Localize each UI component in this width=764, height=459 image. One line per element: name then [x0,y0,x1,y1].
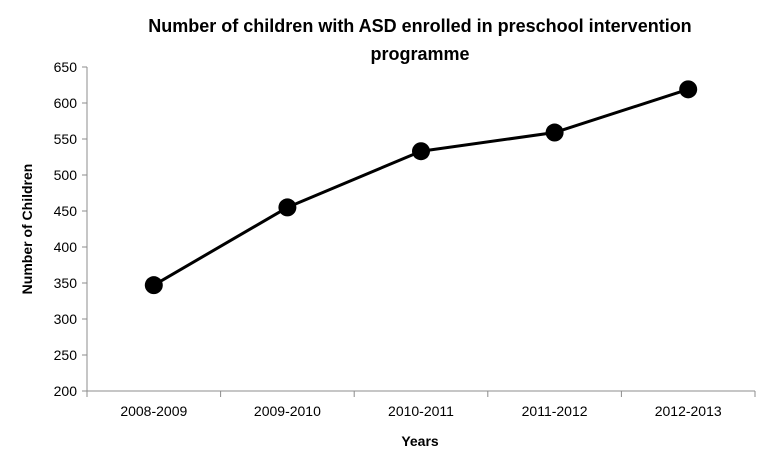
data-point-marker [545,123,564,142]
data-point-marker [679,80,698,99]
x-axis: 2008-2009 2009-2010 2010-2011 2011-2012 2012… [86,390,756,419]
y-tick-label: 650 [54,59,78,75]
y-axis: 200 250 300 350 400 450 500 550 600 650 [54,59,88,399]
x-tick-label: 2009-2010 [254,403,321,419]
x-tick-label: 2010-2011 [388,403,454,419]
series-line [153,87,689,287]
x-axis-label: Years [401,433,439,449]
y-tick-label: 300 [54,311,78,327]
y-tick-label: 250 [54,347,78,363]
y-tick-label: 500 [54,167,78,183]
x-tick-label: 2011-2012 [522,403,588,419]
y-tick-label: 350 [54,275,78,291]
x-tick-label: 2012-2013 [655,403,722,419]
y-tick-label: 600 [54,95,78,111]
y-tick-label: 450 [54,203,78,219]
y-tick-label: 200 [54,383,78,399]
series-group [144,80,698,295]
data-point-marker [278,198,297,217]
y-tick-label: 550 [54,131,78,147]
y-tick-label: 400 [54,239,78,255]
data-point-marker [144,276,163,295]
y-axis-label: Number of Children [19,164,35,295]
data-point-marker [412,142,430,161]
chart-title-line-1: Number of children with ASD enrolled in … [148,16,691,36]
x-tick-label: 2008-2009 [120,403,187,419]
chart-title-line-2: programme [370,44,469,64]
